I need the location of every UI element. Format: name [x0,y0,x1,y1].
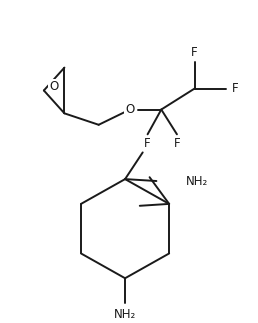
Text: O: O [49,80,58,93]
Text: F: F [174,137,180,150]
Text: NH₂: NH₂ [186,174,208,188]
Text: O: O [125,103,135,116]
Text: F: F [144,137,151,150]
Text: NH₂: NH₂ [114,308,136,321]
Text: F: F [191,46,198,59]
Text: F: F [232,82,239,95]
